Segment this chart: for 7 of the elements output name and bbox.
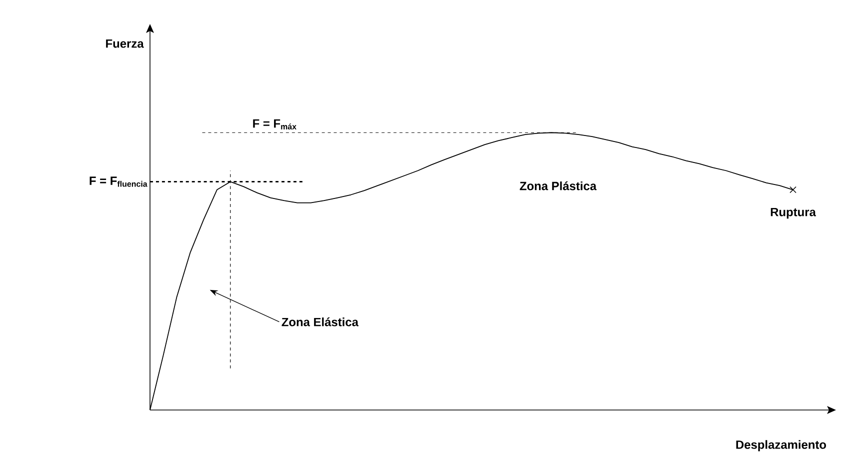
annotation: Ruptura [770, 208, 816, 219]
text: Fuerza [106, 39, 144, 48]
annotation: Zona Plástica [520, 181, 597, 190]
ref-line-label: F = F$_{fluencia}$ [90, 176, 148, 187]
annotation: Zona Elástica [282, 317, 359, 326]
x-axis-title: Desplazamiento [736, 440, 826, 452]
ref-line-label: F = F$_{máx}$ [253, 119, 296, 130]
